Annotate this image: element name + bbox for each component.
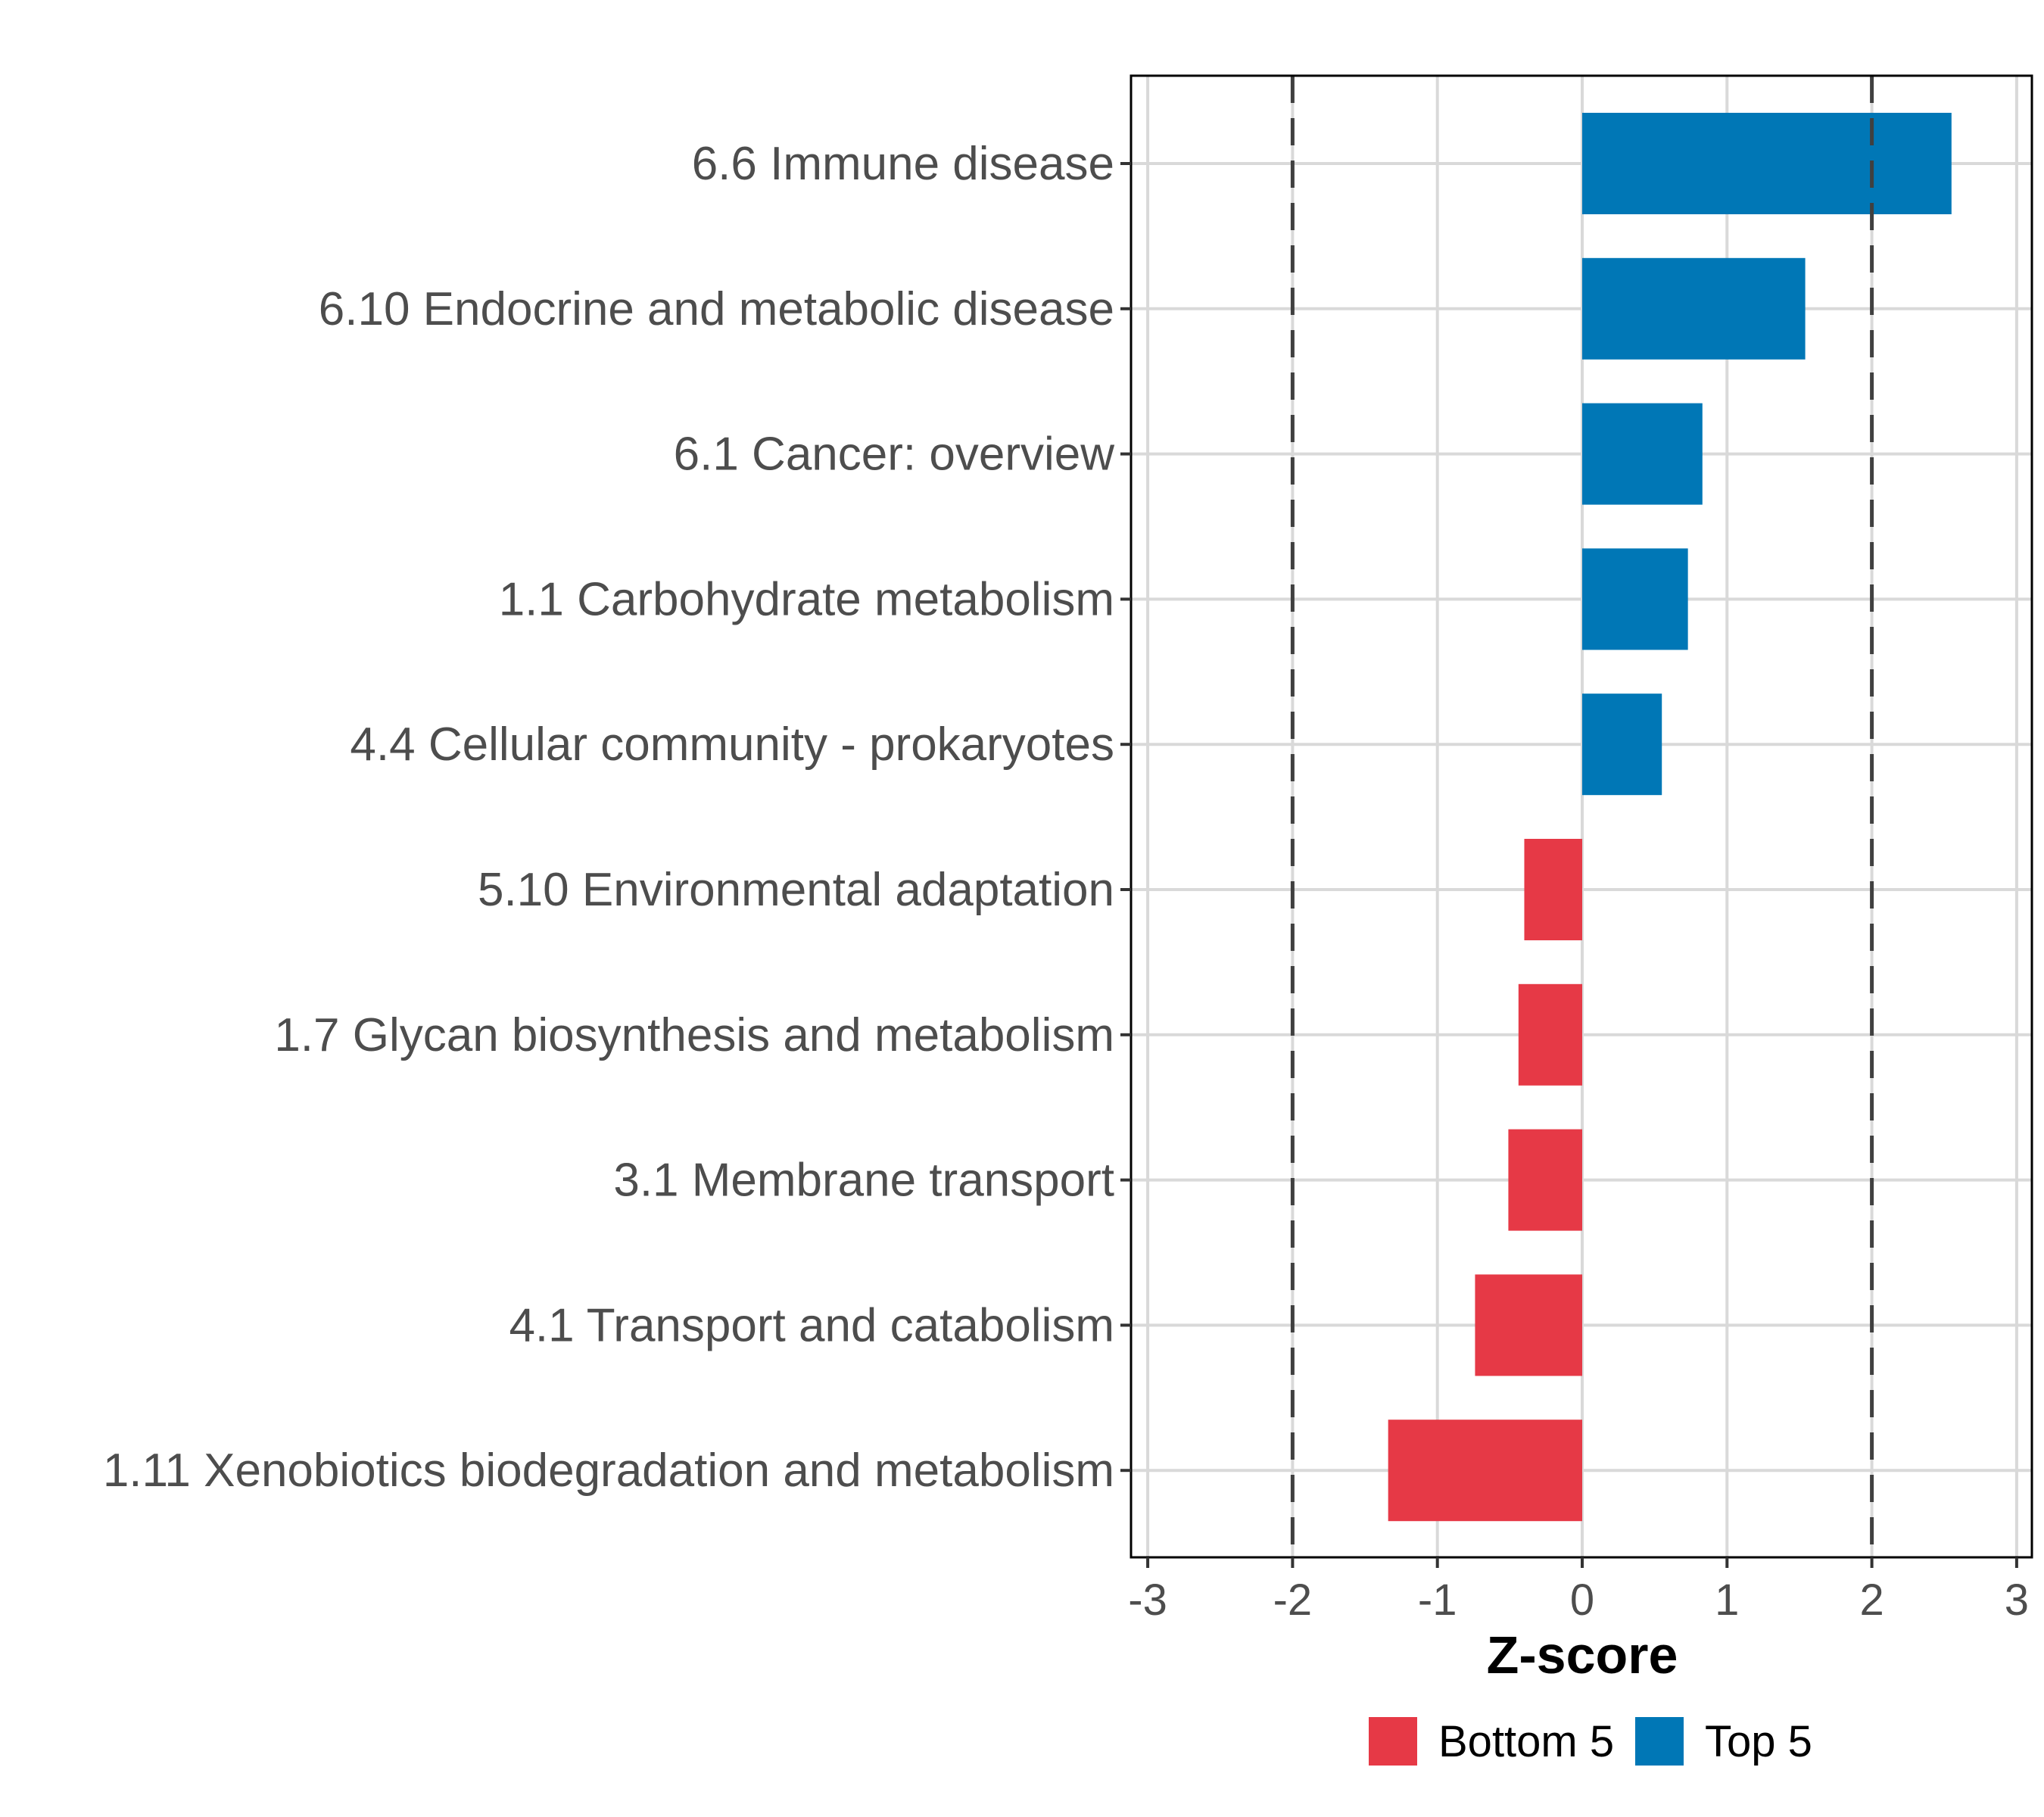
bars (1388, 113, 1952, 1522)
category-label: 3.1 Membrane transport (613, 1155, 1114, 1207)
category-label: 1.7 Glycan biosynthesis and metabolism (274, 1009, 1114, 1061)
x-tick-label: -1 (1418, 1575, 1457, 1625)
category-label: 6.6 Immune disease (692, 138, 1114, 190)
reference-lines (1290, 76, 1874, 1557)
x-tick-label: 2 (1859, 1575, 1884, 1625)
bar (1475, 1274, 1582, 1376)
x-axis-title: Z-score (1487, 1625, 1678, 1685)
bar (1582, 548, 1688, 650)
x-tick-label: 3 (2005, 1575, 2029, 1625)
bar (1582, 113, 1952, 214)
bar (1524, 839, 1582, 940)
legend-label: Top 5 (1705, 1717, 1812, 1766)
x-tick-label: -2 (1273, 1575, 1313, 1625)
x-tick-label: -3 (1128, 1575, 1167, 1625)
legend-label: Bottom 5 (1438, 1717, 1614, 1766)
category-label: 6.1 Cancer: overview (674, 429, 1115, 481)
category-label: 1.1 Carbohydrate metabolism (499, 573, 1114, 625)
bar (1508, 1129, 1582, 1231)
x-tick-label: 0 (1570, 1575, 1594, 1625)
category-label: 6.10 Endocrine and metabolic disease (319, 283, 1114, 335)
legend-swatch (1369, 1717, 1417, 1766)
bar (1582, 693, 1662, 796)
category-label: 4.4 Cellular community - prokaryotes (350, 718, 1114, 771)
category-label: 5.10 Environmental adaptation (478, 864, 1114, 916)
y-axis: 6.6 Immune disease 6.10 Endocrine and met… (103, 138, 1131, 1497)
category-label: 4.1 Transport and catabolism (509, 1299, 1114, 1351)
bar (1518, 983, 1582, 1086)
bar (1582, 257, 1806, 360)
bar (1582, 403, 1703, 505)
legend: Bottom 5 Top 5 (1369, 1717, 1812, 1766)
legend-swatch (1635, 1717, 1684, 1766)
x-tick-label: 1 (1715, 1575, 1739, 1625)
x-axis: -3 -2 -1 0 1 2 3 (1128, 1557, 2029, 1625)
bar (1388, 1420, 1582, 1522)
category-label: 1.11 Xenobiotics biodegradation and meta… (103, 1445, 1114, 1497)
